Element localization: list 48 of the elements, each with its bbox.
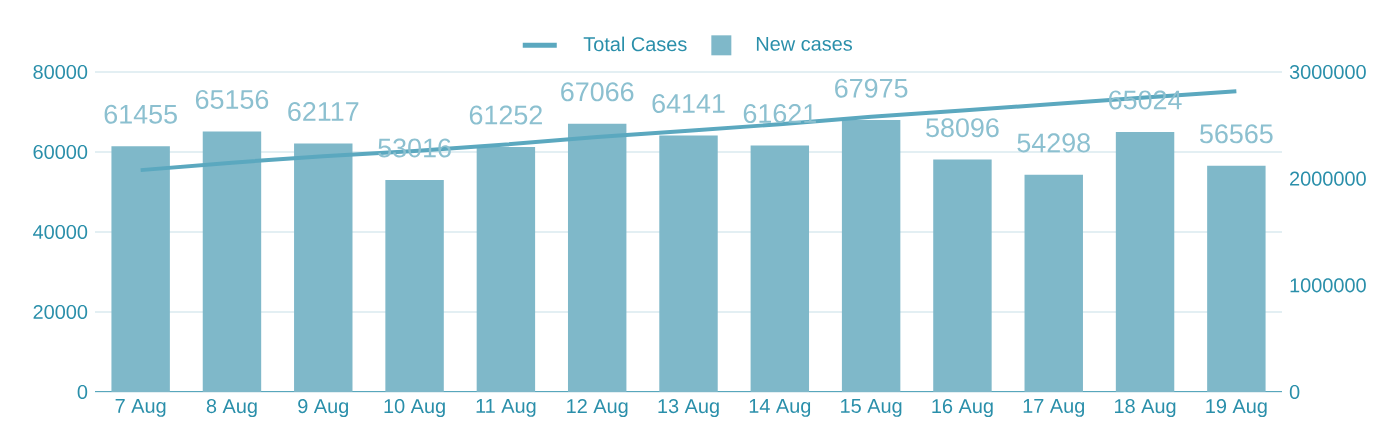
bar bbox=[750, 145, 810, 392]
data-label: 65156 bbox=[195, 89, 269, 109]
bar bbox=[659, 135, 718, 392]
bar bbox=[933, 159, 992, 392]
data-label: 58096 bbox=[926, 118, 999, 138]
x-tick-label: 14 Aug bbox=[749, 399, 811, 417]
y2-tick-label: 0 bbox=[1289, 384, 1300, 400]
data-label: 61252 bbox=[469, 105, 542, 125]
data-label: 61621 bbox=[743, 104, 816, 124]
bar bbox=[1207, 165, 1266, 392]
legend-label: Total Cases bbox=[583, 36, 687, 52]
bar bbox=[841, 120, 901, 392]
x-tick-label: 10 Aug bbox=[384, 399, 445, 418]
bar bbox=[294, 143, 353, 392]
bar bbox=[1115, 131, 1175, 392]
x-tick-label: 11 Aug bbox=[476, 399, 536, 417]
data-label: 67066 bbox=[561, 82, 634, 102]
x-tick-label: 15 Aug bbox=[841, 399, 902, 417]
data-label: 56565 bbox=[1200, 124, 1273, 144]
bar bbox=[1024, 174, 1083, 392]
y-tick-label: 40000 bbox=[33, 224, 88, 240]
x-tick-label: 19 Aug bbox=[1206, 399, 1267, 418]
legend-label: New cases bbox=[756, 36, 853, 51]
x-tick-label: 12 Aug bbox=[567, 399, 628, 418]
y-tick-label: 0 bbox=[77, 384, 88, 400]
y-tick-label: 80000 bbox=[33, 64, 88, 80]
data-label: 67975 bbox=[835, 78, 908, 98]
bar bbox=[202, 131, 262, 392]
data-label: 54298 bbox=[1017, 133, 1090, 153]
bar bbox=[111, 146, 170, 392]
x-tick-label: 7 Aug bbox=[115, 399, 166, 417]
y-tick-label: 20000 bbox=[33, 304, 88, 320]
y2-tick-label: 3000000 bbox=[1289, 64, 1366, 80]
data-label: 62117 bbox=[288, 102, 359, 122]
bar bbox=[476, 146, 536, 392]
bar bbox=[567, 123, 627, 392]
x-tick-label: 18 Aug bbox=[1115, 399, 1176, 418]
y-tick-label: 60000 bbox=[33, 144, 88, 160]
x-tick-label: 16 Aug bbox=[932, 399, 993, 418]
y2-tick-label: 2000000 bbox=[1290, 171, 1366, 186]
bar bbox=[385, 179, 444, 392]
data-label: 61455 bbox=[104, 104, 177, 124]
x-tick-label: 13 Aug bbox=[658, 399, 719, 418]
x-tick-label: 9 Aug bbox=[298, 399, 349, 418]
x-tick-label: 8 Aug bbox=[206, 399, 257, 418]
x-tick-label: 17 Aug bbox=[1023, 399, 1085, 417]
data-label: 64141 bbox=[652, 93, 725, 114]
y2-tick-label: 1000000 bbox=[1290, 278, 1366, 293]
